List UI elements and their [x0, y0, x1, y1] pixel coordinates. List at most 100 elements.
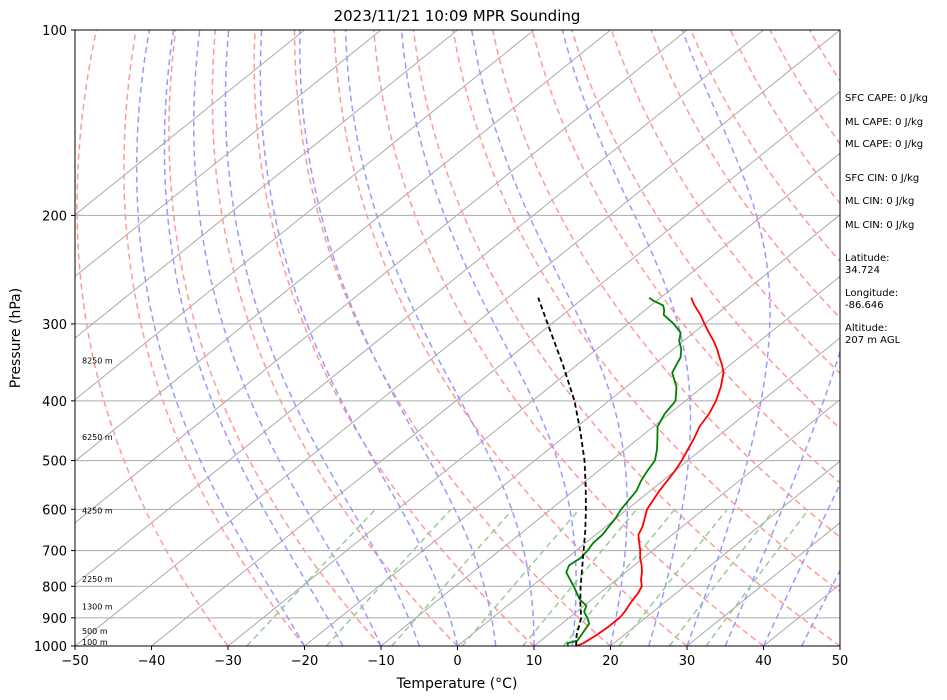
height-label: 1300 m	[82, 602, 113, 611]
x-tick-label: 30	[679, 654, 696, 669]
y-tick-label: 500	[42, 455, 67, 470]
chart-title: 2023/11/21 10:09 MPR Sounding	[334, 7, 581, 25]
plot-area: 8250 m 6250 m 4250 m 2250 m 1300 m 500 m 100 m	[75, 30, 947, 647]
mixing-ratio-line	[461, 508, 580, 646]
moist-adiabat	[400, 30, 577, 646]
ml-cin-text-2: ML CIN: 0 J/kg	[845, 220, 915, 231]
dry-adiabat	[293, 30, 611, 646]
altitude-label: Altitude:	[845, 323, 888, 334]
isotherm-line	[75, 30, 305, 216]
longitude-value: -86.646	[845, 300, 884, 311]
dry-adiabat	[571, 30, 840, 430]
mixing-ratio-line	[246, 508, 376, 646]
y-tick-label: 100	[42, 24, 67, 39]
y-tick-label: 900	[42, 612, 67, 627]
y-tick-label: 1000	[34, 640, 67, 655]
height-label: 2250 m	[82, 575, 113, 584]
x-tick-label: 10	[526, 654, 543, 669]
x-axis: −50 −40 −30 −20 −10 0 10 20 30 40 50	[61, 646, 848, 669]
dry-adiabat	[452, 30, 840, 593]
dry-adiabat	[211, 30, 459, 646]
height-label: 6250 m	[82, 433, 113, 442]
x-tick-label: −20	[291, 654, 318, 669]
mixing-ratio-line	[522, 508, 638, 646]
y-tick-label: 800	[42, 580, 67, 595]
x-axis-title: Temperature (°C)	[396, 676, 518, 692]
dry-adiabat	[76, 30, 229, 646]
mixing-ratio-line	[618, 508, 728, 646]
isotherm-line	[75, 30, 611, 462]
height-label: 4250 m	[82, 507, 113, 516]
isotherm-line	[75, 30, 458, 339]
x-tick-label: −50	[61, 654, 88, 669]
isotherm-line	[75, 30, 535, 401]
moist-adiabat	[259, 30, 459, 646]
ml-cape-text: ML CAPE: 0 J/kg	[845, 117, 924, 128]
height-labels: 8250 m 6250 m 4250 m 2250 m 1300 m 500 m 100 m	[82, 357, 113, 647]
dry-adiabat	[412, 30, 840, 646]
altitude-value: 207 m AGL	[845, 335, 901, 346]
sfc-cin-text: SFC CIN: 0 J/kg	[845, 173, 920, 184]
moist-adiabat	[224, 30, 421, 646]
x-tick-label: 50	[832, 654, 849, 669]
ml-cin-text: ML CIN: 0 J/kg	[845, 196, 915, 207]
dry-adiabat	[253, 30, 535, 646]
y-axis-title: Pressure (hPa)	[8, 288, 24, 388]
dry-adiabat	[929, 30, 947, 646]
x-tick-label: 0	[453, 654, 461, 669]
height-label: 500 m	[82, 627, 108, 636]
moist-adiabat	[724, 30, 840, 646]
mixing-ratio-line	[705, 508, 810, 646]
moist-adiabat	[681, 30, 771, 646]
latitude-value: 34.724	[845, 265, 880, 276]
height-label: 100 m	[82, 638, 108, 647]
isotherm-line	[380, 275, 840, 646]
isotherm-line	[75, 30, 840, 646]
dry-adiabat	[168, 30, 382, 646]
x-tick-label: 20	[602, 654, 619, 669]
moist-adiabat	[299, 30, 497, 646]
isotherm-line	[533, 398, 840, 646]
y-tick-label: 700	[42, 545, 67, 560]
dry-adiabat	[123, 30, 306, 646]
height-label: 8250 m	[82, 357, 113, 366]
dewpoint-line	[565, 296, 683, 646]
isotherm-line	[686, 522, 840, 646]
latitude-label: Latitude:	[845, 253, 890, 264]
mixing-ratio-line	[325, 508, 452, 646]
isotherm-line	[75, 30, 688, 524]
isotherm-line	[75, 30, 764, 586]
parcel-line	[537, 297, 587, 646]
isotherm-line	[151, 90, 840, 646]
x-tick-label: −10	[367, 654, 394, 669]
dry-adiabat	[372, 30, 764, 646]
isotherm-line	[75, 30, 382, 278]
isotherm-line	[304, 214, 840, 646]
ml-cape-text-2: ML CAPE: 0 J/kg	[845, 139, 924, 150]
isotherm-line	[227, 152, 840, 646]
x-tick-label: −30	[214, 654, 241, 669]
moist-adiabat	[561, 30, 692, 646]
mixing-ratio-line	[391, 508, 514, 646]
moist-adiabat	[163, 30, 344, 646]
temperature-line	[575, 297, 725, 646]
dry-adiabat	[333, 30, 688, 646]
y-tick-label: 600	[42, 503, 67, 518]
dry-adiabat	[650, 30, 840, 319]
y-tick-label: 200	[42, 209, 67, 224]
sfc-cape-text: SFC CAPE: 0 J/kg	[845, 93, 928, 104]
y-tick-label: 400	[42, 395, 67, 410]
dry-adiabat	[610, 30, 840, 375]
moist-adiabat	[344, 30, 535, 646]
moist-adiabat	[470, 30, 628, 646]
y-axis: 100 200 300 400 500 600 700 800 900 1000	[34, 24, 75, 655]
mixing-ratio-line	[668, 508, 775, 646]
moist-adiabat	[193, 30, 382, 646]
isotherm-line	[610, 460, 840, 646]
background-lines	[75, 30, 947, 646]
y-tick-label: 300	[42, 318, 67, 333]
x-tick-label: −40	[138, 654, 165, 669]
series-lines	[537, 296, 725, 646]
longitude-label: Longitude:	[845, 288, 899, 299]
